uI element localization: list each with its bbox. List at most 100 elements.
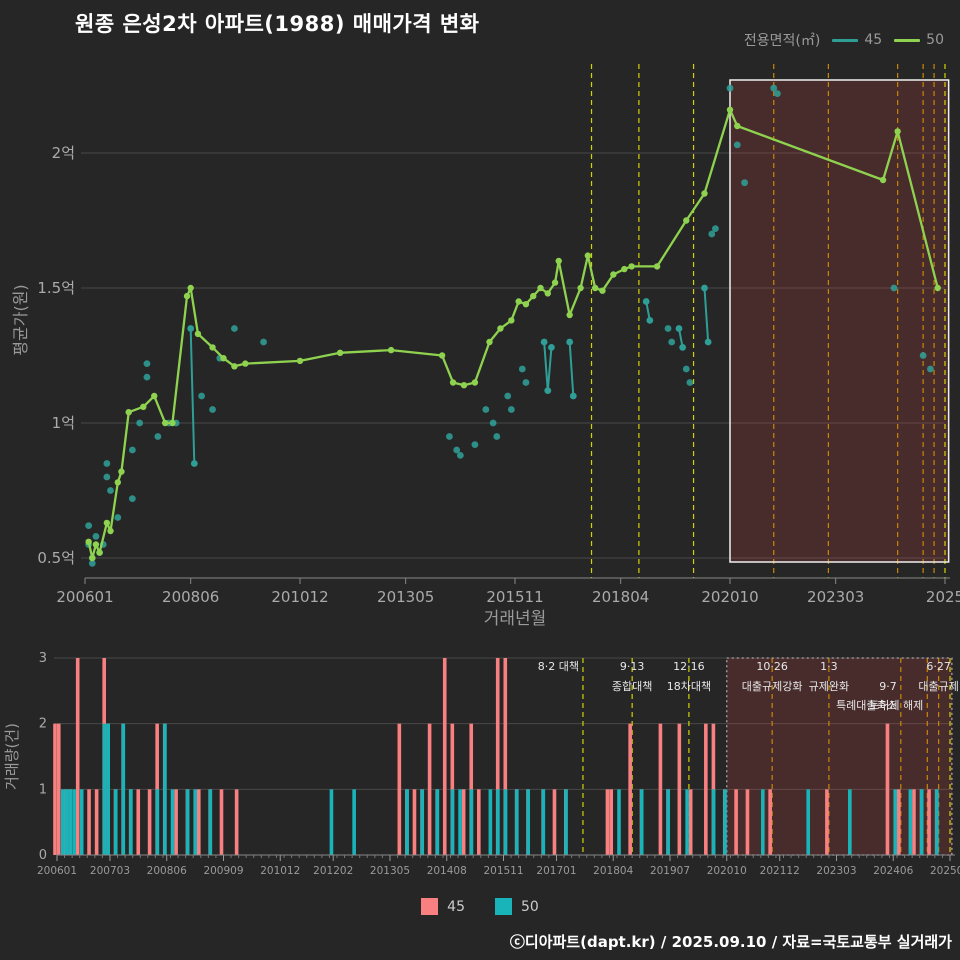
series-50-point [460,382,468,389]
series-45-point [128,446,136,454]
series-45-point [704,338,712,346]
series-45-point [154,433,162,440]
series-45-point [679,344,687,351]
volume-bar-45 [461,789,466,855]
series-50-point [577,284,584,292]
volume-bar-45 [912,789,916,855]
legend-bottom-item-50-label: 50 [521,898,539,915]
y-tick-label: 0.5억 [37,549,75,567]
series-45-point [103,473,111,481]
series-50-point [387,346,395,354]
volume-bar-50 [503,789,508,855]
legend-bottom: 45 50 [0,898,960,915]
series-50-point [537,284,544,292]
series-50-point [103,519,111,527]
volume-bar-50 [639,789,644,855]
policy-annotation: 규제완화 [809,680,849,693]
series-50-point [118,468,125,475]
volume-bar-45 [427,723,432,855]
series-50-point [449,379,457,386]
legend-top-item-45-label: 45 [864,32,883,48]
volume-bar-45 [442,658,447,855]
series-45-point [92,533,100,540]
series-45-point [569,392,577,400]
series-50-point [85,538,92,545]
legend-bottom-item-45-label: 45 [447,898,465,915]
series-50-point [522,301,530,308]
volume-bar-50 [329,789,334,855]
legend-top: 전용면적(㎡) 45 50 [744,30,944,50]
volume-bar-50 [666,789,671,855]
volume-bar-45 [825,789,829,855]
series-45-point [103,460,111,467]
x-tick-label: 201907 [650,865,690,877]
volume-bar-50 [893,789,898,855]
volume-bar-45 [219,789,224,855]
x-tick-label: 201012 [260,865,300,877]
series-50-point [894,128,901,135]
series-45-point [493,433,501,440]
legend-top-item-50[interactable]: 50 [894,32,944,48]
volume-bar-50 [60,789,65,855]
policy-annotation: 1·3 [820,660,838,673]
volume-bar-45 [87,789,91,855]
volume-bar-50 [806,789,811,855]
volume-bar-50 [761,789,765,855]
x-tick-label: 201408 [427,865,467,877]
x-tick-label: 201804 [593,865,633,877]
volume-bar-50 [420,789,425,855]
volume-bar-50 [711,789,716,855]
series-45-point [890,284,898,292]
volume-bar-50 [935,789,939,855]
policy-annotation: 9·7 [879,680,897,693]
series-50-point [683,217,690,224]
x-tick-label: 200601 [56,588,113,606]
series-50-point [555,257,562,265]
volume-bar-50 [68,789,73,855]
series-50-point [107,527,114,535]
series-45-point [446,433,453,440]
x-tick-label: 200703 [90,865,130,877]
series-45-point [190,460,198,467]
series-50-point [187,284,194,292]
series-50-point [151,392,158,400]
y-axis-title: 평균가(원) [11,284,30,355]
volume-bar-50 [102,723,107,855]
series-45-point [741,179,748,187]
series-45-point [733,141,741,149]
legend-top-item-45[interactable]: 45 [832,32,882,48]
volume-bar-50 [193,789,198,855]
series-45-point [518,365,526,373]
y-tick-label: 3 [39,651,47,666]
volume-bar-50 [515,789,519,855]
volume-bar-50 [106,723,110,855]
volume-bar-50 [450,789,455,855]
x-tick-label: 201012 [271,588,328,606]
x-tick-label: 201511 [486,588,543,606]
series-50-point [610,271,617,278]
series-45-point [682,365,690,373]
volume-bar-50 [155,789,160,855]
policy-annotation: 대출규제 [918,680,958,693]
series-50-point [515,298,522,305]
volume-bar-50 [541,789,546,855]
series-45-point [88,560,96,567]
legend-square-swatch-50 [495,898,512,915]
volume-bar-45 [94,789,99,855]
y-axis-title: 거래량(건) [3,723,21,790]
volume-bar-50 [113,789,118,855]
x-tick-label: 201305 [370,865,410,877]
volume-bar-50 [163,723,167,855]
series-45-point [136,419,144,427]
legend-bottom-item-50[interactable]: 50 [495,898,539,915]
x-tick-label: 201511 [483,865,523,877]
x-axis-title: 거래년월 [484,609,547,629]
volume-bar-50 [469,789,474,855]
series-50-point [653,263,661,270]
volume-bar-45 [56,723,61,855]
policy-annotation: 18차대책 [667,680,711,693]
volume-bar-45 [412,789,417,855]
series-50-point [486,338,493,346]
legend-bottom-item-45[interactable]: 45 [421,898,465,915]
series-45-point [726,84,734,92]
